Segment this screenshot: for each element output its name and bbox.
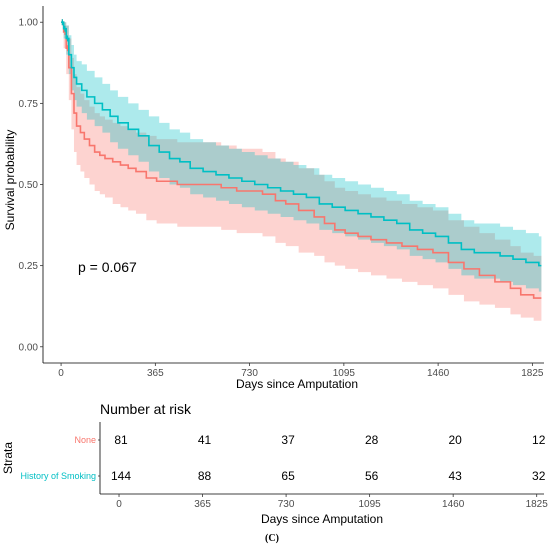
confidence-bands — [61, 22, 542, 321]
risk-count: 65 — [281, 469, 295, 483]
risk-count: 88 — [198, 469, 212, 483]
y-tick-label: 0.50 — [19, 180, 39, 191]
ci-band-history-of-smoking — [61, 22, 542, 292]
risk-x-tick-label: 1825 — [526, 499, 549, 510]
x-axis-title: Days since Amputation — [236, 377, 358, 391]
figure-caption: (C) — [265, 533, 279, 544]
p-value-annotation: p = 0.067 — [78, 259, 137, 275]
strata-label: None — [74, 435, 96, 445]
strata-label: History of Smoking — [20, 471, 96, 481]
risk-count: 12 — [532, 433, 546, 447]
risk-x-tick-label: 1095 — [359, 499, 382, 510]
risk-count: 144 — [111, 469, 131, 483]
x-tick-label: 0 — [58, 368, 64, 379]
risk-table-body: None 81 41 37 28 20 12 History of Smoking 144 88 6… — [20, 422, 548, 510]
risk-table: Number at risk Strata None 81 41 37 28 20 12 Hi… — [1, 401, 548, 526]
y-tick-label: 0.25 — [19, 261, 39, 272]
x-tick-label: 1095 — [333, 368, 356, 379]
risk-count: 28 — [365, 433, 379, 447]
risk-count: 81 — [114, 433, 128, 447]
survival-curves — [61, 19, 542, 299]
y-axis-title: Survival probability — [3, 130, 17, 231]
risk-table-title: Number at risk — [100, 401, 192, 417]
risk-count: 32 — [532, 469, 546, 483]
x-tick-label: 365 — [147, 368, 164, 379]
risk-count: 37 — [281, 433, 295, 447]
plot-axes: 0.00 0.25 0.50 0.75 1.00 0 365 730 1095 1460 1825 — [19, 6, 544, 379]
x-tick-label: 1460 — [427, 368, 450, 379]
risk-count: 56 — [365, 469, 379, 483]
y-tick-label: 0.75 — [19, 99, 39, 110]
y-tick-label: 1.00 — [19, 18, 39, 29]
risk-table-x-title: Days since Amputation — [261, 512, 383, 526]
risk-x-tick-label: 0 — [116, 499, 122, 510]
x-tick-label: 1825 — [521, 368, 544, 379]
ci-band-none — [61, 22, 542, 321]
curve-none — [61, 21, 542, 299]
risk-x-tick-label: 730 — [278, 499, 295, 510]
risk-count: 20 — [448, 433, 462, 447]
risk-x-tick-label: 365 — [194, 499, 211, 510]
x-tick-label: 730 — [241, 368, 258, 379]
survival-plot: 0.000.250.500.751.000 365 730 1095 1460 1825 … — [3, 6, 544, 391]
risk-count: 41 — [198, 433, 212, 447]
y-tick-label: 0.00 — [19, 342, 39, 353]
risk-count: 43 — [448, 469, 462, 483]
risk-table-strata-label: Strata — [1, 442, 15, 474]
curve-history-of-smoking — [61, 21, 542, 267]
risk-x-tick-label: 1460 — [442, 499, 465, 510]
